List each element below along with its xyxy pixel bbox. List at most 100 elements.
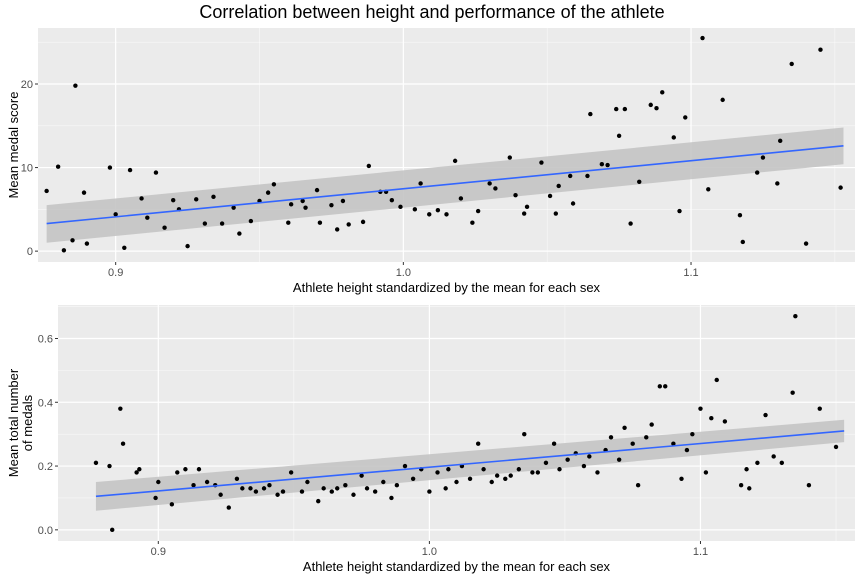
data-point: [703, 470, 709, 475]
data-point: [265, 190, 271, 195]
data-point: [684, 447, 690, 453]
data-point: [81, 190, 87, 195]
data-point: [137, 467, 142, 472]
data-point: [240, 486, 245, 491]
data-point: [185, 243, 190, 249]
data-point: [334, 227, 340, 232]
data-point: [565, 457, 570, 462]
data-point: [410, 476, 416, 482]
y-tick-label: 10: [21, 163, 33, 175]
data-point: [522, 431, 527, 437]
data-point: [616, 133, 622, 139]
data-point: [507, 155, 512, 160]
data-point: [364, 486, 370, 491]
trend-line: [95, 430, 845, 498]
data-point: [671, 441, 676, 446]
data-point: [570, 201, 576, 206]
y-axis-label: Mean medal score: [6, 92, 21, 199]
data-point: [120, 441, 126, 446]
data-point: [61, 248, 67, 253]
data-point: [648, 102, 653, 108]
data-point: [503, 476, 508, 482]
data-point: [286, 220, 291, 225]
y-tick-label: 0.4: [38, 397, 53, 409]
data-point: [394, 482, 400, 488]
data-point: [771, 454, 776, 459]
data-point: [637, 179, 642, 184]
data-point: [508, 473, 513, 478]
data-point: [171, 197, 176, 203]
data-point: [288, 202, 294, 207]
data-point: [489, 479, 494, 485]
y-axis-ticks: 0 10 20: [21, 79, 38, 258]
data-point: [219, 221, 225, 226]
data-point: [398, 204, 403, 210]
data-point: [654, 106, 659, 111]
data-point: [418, 181, 423, 186]
data-point: [677, 208, 682, 214]
data-point: [806, 482, 812, 488]
data-point: [763, 412, 768, 418]
data-point: [412, 207, 418, 212]
data-point: [202, 221, 208, 226]
data-point: [775, 181, 780, 186]
data-point: [153, 495, 158, 501]
chart-panel-total-medals: 0.9 1.0 1.1 0.0 0.2 0.4 0.6 Athlete height st…: [6, 305, 855, 574]
data-point: [663, 384, 668, 389]
data-point: [720, 97, 725, 103]
data-point: [303, 205, 308, 210]
x-tick-label: 1.1: [683, 267, 698, 279]
data-point: [551, 441, 557, 446]
data-point: [568, 173, 573, 179]
data-point: [139, 196, 144, 201]
data-point: [335, 486, 340, 491]
data-point: [351, 492, 356, 497]
data-point: [93, 460, 99, 466]
data-point: [760, 155, 766, 160]
data-point: [55, 164, 61, 169]
data-point: [196, 467, 202, 472]
data-point: [803, 241, 809, 246]
data-point: [543, 460, 549, 466]
x-axis-label: Athlete height standardized by the mean …: [303, 559, 611, 574]
data-point: [316, 498, 321, 504]
data-point: [467, 476, 473, 482]
data-point: [314, 187, 320, 193]
data-points: [44, 35, 843, 253]
data-point: [605, 162, 610, 168]
data-point: [372, 489, 378, 494]
data-point: [700, 35, 705, 41]
data-point: [818, 47, 823, 52]
data-point: [44, 188, 49, 194]
trend-line: [46, 145, 844, 225]
data-point: [435, 207, 441, 213]
data-point: [211, 194, 216, 200]
data-point: [443, 486, 448, 491]
data-point: [234, 476, 240, 482]
data-point: [493, 186, 498, 191]
data-point: [237, 231, 242, 236]
data-point: [340, 198, 346, 204]
data-point: [446, 467, 451, 472]
data-point: [470, 220, 475, 225]
data-point: [698, 406, 703, 411]
data-point: [671, 135, 676, 140]
data-point: [454, 479, 459, 485]
data-point: [679, 476, 684, 482]
data-point: [740, 239, 746, 245]
data-points: [93, 313, 839, 533]
data-point: [524, 204, 530, 210]
data-point: [649, 422, 654, 427]
data-point: [709, 416, 714, 421]
data-point: [588, 111, 593, 117]
data-point: [581, 463, 587, 469]
data-point: [118, 406, 123, 411]
data-point: [635, 482, 641, 488]
data-point: [754, 170, 760, 175]
data-point: [359, 473, 364, 478]
data-point: [535, 470, 541, 475]
data-point: [475, 208, 481, 214]
data-point: [299, 489, 305, 494]
data-point: [107, 165, 113, 170]
